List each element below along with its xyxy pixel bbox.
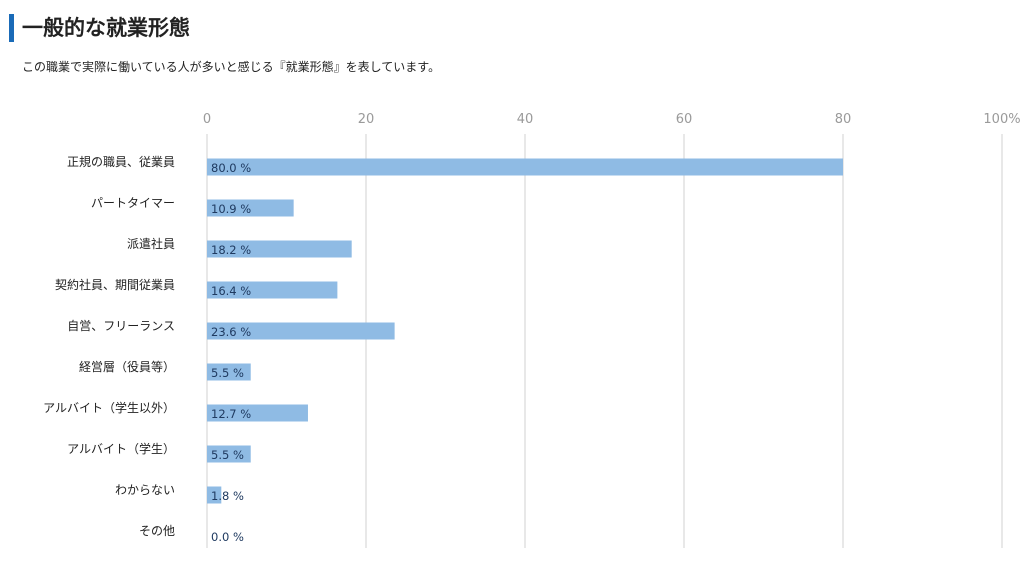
bar [207, 404, 308, 422]
x-tick-label: 0 [203, 112, 211, 127]
value-labels: 80.0 % 10.9 % 18.2 % 16.4 % 23.6 % 5.5 % 12.7 … [211, 161, 251, 544]
x-axis-ticks: 0 20 40 60 80 100% [203, 112, 1021, 127]
x-tick-label: 40 [517, 112, 534, 127]
value-label: 5.5 % [211, 448, 244, 462]
x-tick-label: 60 [676, 112, 693, 127]
category-label: わからない [115, 483, 175, 497]
bar [207, 158, 843, 176]
value-label: 12.7 % [211, 407, 251, 421]
category-labels: 正規の職員、従業員パートタイマー派遣社員契約社員、期間従業員自営、フリーランス経… [43, 154, 175, 538]
title-accent-bar [9, 14, 14, 42]
category-label: アルバイト（学生） [67, 441, 175, 456]
category-label: 正規の職員、従業員 [67, 154, 175, 169]
bar [207, 363, 251, 381]
bar [207, 445, 251, 463]
x-tick-label: 100% [983, 112, 1020, 127]
category-label: アルバイト（学生以外） [43, 400, 175, 415]
category-label: 契約社員、期間従業員 [55, 277, 175, 292]
x-tick-label: 80 [835, 112, 852, 127]
page-subtitle: この職業で実際に働いている人が多いと感じる『就業形態』を表しています。 [22, 60, 441, 74]
value-label: 0.0 % [211, 530, 244, 544]
value-label: 10.9 % [211, 202, 251, 216]
bar [207, 240, 352, 258]
category-label: 経営層（役員等） [79, 359, 175, 374]
category-label: 派遣社員 [127, 236, 175, 251]
category-label: 自営、フリーランス [67, 319, 175, 333]
grid-lines [206, 134, 1003, 548]
bar [207, 199, 294, 217]
bar [207, 281, 338, 299]
category-label: その他 [139, 524, 175, 538]
value-label: 5.5 % [211, 366, 244, 380]
value-label: 1.8 % [211, 489, 244, 503]
value-label: 80.0 % [211, 161, 251, 175]
bars [207, 158, 843, 504]
value-label: 18.2 % [211, 243, 251, 257]
bar [207, 486, 222, 504]
value-label: 23.6 % [211, 325, 251, 339]
page-title: 一般的な就業形態 [22, 16, 190, 40]
x-tick-label: 20 [358, 112, 375, 127]
category-label: パートタイマー [91, 196, 175, 210]
value-label: 16.4 % [211, 284, 251, 298]
bar [207, 322, 395, 340]
